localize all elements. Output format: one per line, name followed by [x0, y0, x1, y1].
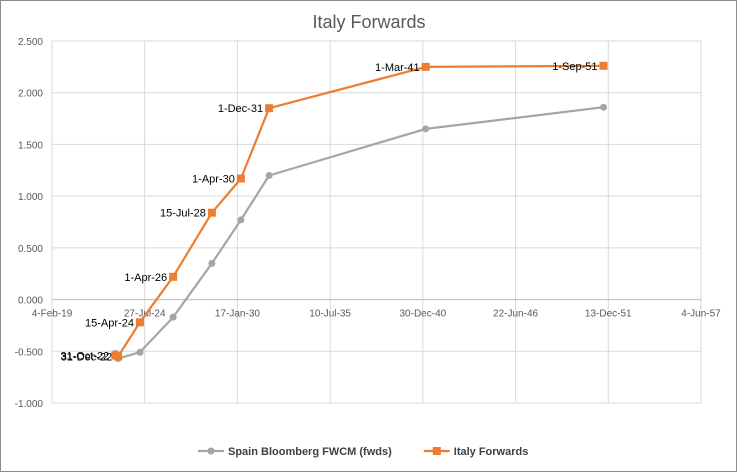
data-point-marker — [265, 104, 274, 113]
data-point-marker — [236, 174, 245, 183]
legend-entry-label: Italy Forwards — [454, 446, 529, 458]
x-tick-label: 22-Jun-46 — [493, 309, 538, 320]
y-tick-label: 1.500 — [18, 140, 43, 151]
y-tick-label: -1.000 — [15, 399, 44, 410]
axes: 2.500 2.000 1.500 1.000 0.500 0.000 -0.500 -1.0… — [15, 37, 722, 410]
data-label: 1-Apr-26 — [124, 272, 167, 284]
data-label: 1-Sep-51 — [552, 61, 597, 73]
legend-swatch-marker — [207, 447, 215, 455]
x-tick-label: 4-Feb-19 — [32, 309, 73, 320]
y-tick-label: 2.000 — [18, 89, 43, 100]
data-label: 31-Oct-22 — [60, 350, 109, 362]
chart-title: Italy Forwards — [312, 12, 425, 32]
series — [111, 61, 608, 363]
data-point-marker — [237, 216, 245, 224]
data-point-marker — [135, 318, 144, 327]
data-label: 15-Apr-24 — [85, 317, 134, 329]
data-point-marker — [265, 171, 273, 179]
data-point-marker — [169, 272, 178, 281]
grid — [51, 40, 702, 404]
y-tick-label: -0.500 — [15, 347, 44, 358]
y-tick-label: 0.000 — [18, 296, 43, 307]
legend[interactable]: Spain Bloomberg FWCM (fwds) Italy Forward… — [198, 446, 528, 458]
data-point-marker — [422, 125, 430, 133]
data-point-marker — [421, 62, 430, 71]
data-point-marker — [207, 208, 216, 217]
x-tick-label: 4-Jun-57 — [681, 309, 721, 320]
legend-swatch-marker — [432, 447, 441, 455]
data-label: 1-Dec-31 — [218, 103, 263, 115]
data-label: 15-Jul-28 — [160, 208, 206, 220]
x-tick-label: 10-Jul-35 — [309, 309, 351, 320]
y-tick-label: 1.000 — [18, 192, 43, 203]
data-point-marker — [136, 348, 144, 356]
data-label: 31-Dec-22 — [61, 351, 112, 363]
data-point-marker — [208, 259, 216, 267]
y-tick-label: 2.500 — [18, 37, 43, 48]
x-tick-label: 13-Dec-51 — [585, 309, 632, 320]
data-point-marker — [169, 313, 177, 321]
data-label: 1-Apr-30 — [192, 174, 235, 186]
y-tick-label: 0.500 — [18, 244, 43, 255]
data-point-marker — [599, 61, 608, 70]
x-tick-label: 17-Jan-30 — [215, 309, 260, 320]
data-label: 1-Mar-41 — [375, 62, 420, 74]
legend-entry-label: Spain Bloomberg FWCM (fwds) — [228, 446, 392, 458]
x-tick-label: 30-Dec-40 — [400, 309, 447, 320]
data-point-marker — [114, 352, 123, 361]
data-point-marker — [600, 103, 608, 111]
